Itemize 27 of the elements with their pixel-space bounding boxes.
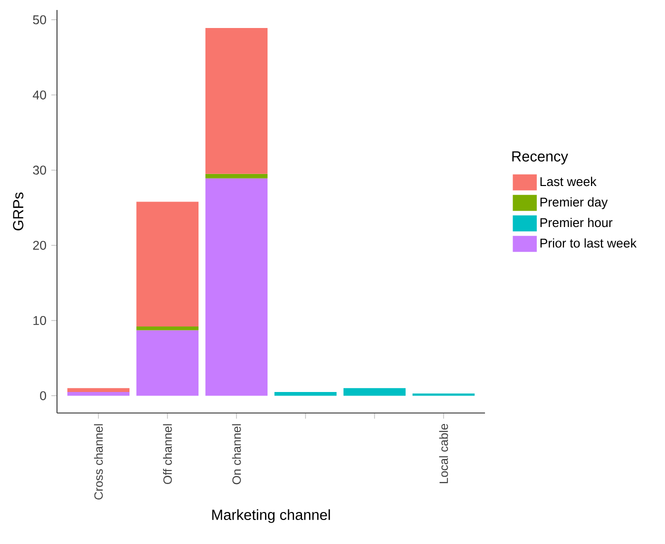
y-tick-label: 10 [33, 316, 46, 326]
legend-label: Last week [540, 176, 596, 186]
legend-title: Recency [512, 151, 568, 164]
legend-label: Premier day [540, 197, 608, 210]
bar [67, 392, 130, 396]
legend-label: Premier hour [540, 218, 612, 228]
x-tick-label: Off channel [163, 424, 172, 484]
y-axis-title: GRPs [12, 192, 24, 230]
bar [136, 202, 199, 327]
bar [274, 392, 337, 396]
legend-label: Prior to last week [540, 238, 637, 248]
x-axis-title: Marketing channel [212, 509, 330, 523]
x-tick-label: On channel [232, 424, 241, 484]
bar [343, 388, 406, 396]
x-tick-label: Cross channel [94, 424, 103, 500]
bar [205, 28, 268, 174]
y-tick-label: 0 [40, 391, 46, 400]
y-tick-label: 30 [32, 166, 46, 175]
bar [205, 178, 268, 396]
bar [136, 330, 199, 396]
bar [67, 388, 130, 392]
y-tick-label: 20 [33, 240, 46, 250]
bar [205, 174, 268, 178]
x-tick-label: Local cable [439, 424, 448, 484]
y-tick-label: 40 [32, 90, 46, 100]
y-tick-label: 50 [33, 15, 46, 24]
bar [136, 326, 199, 330]
